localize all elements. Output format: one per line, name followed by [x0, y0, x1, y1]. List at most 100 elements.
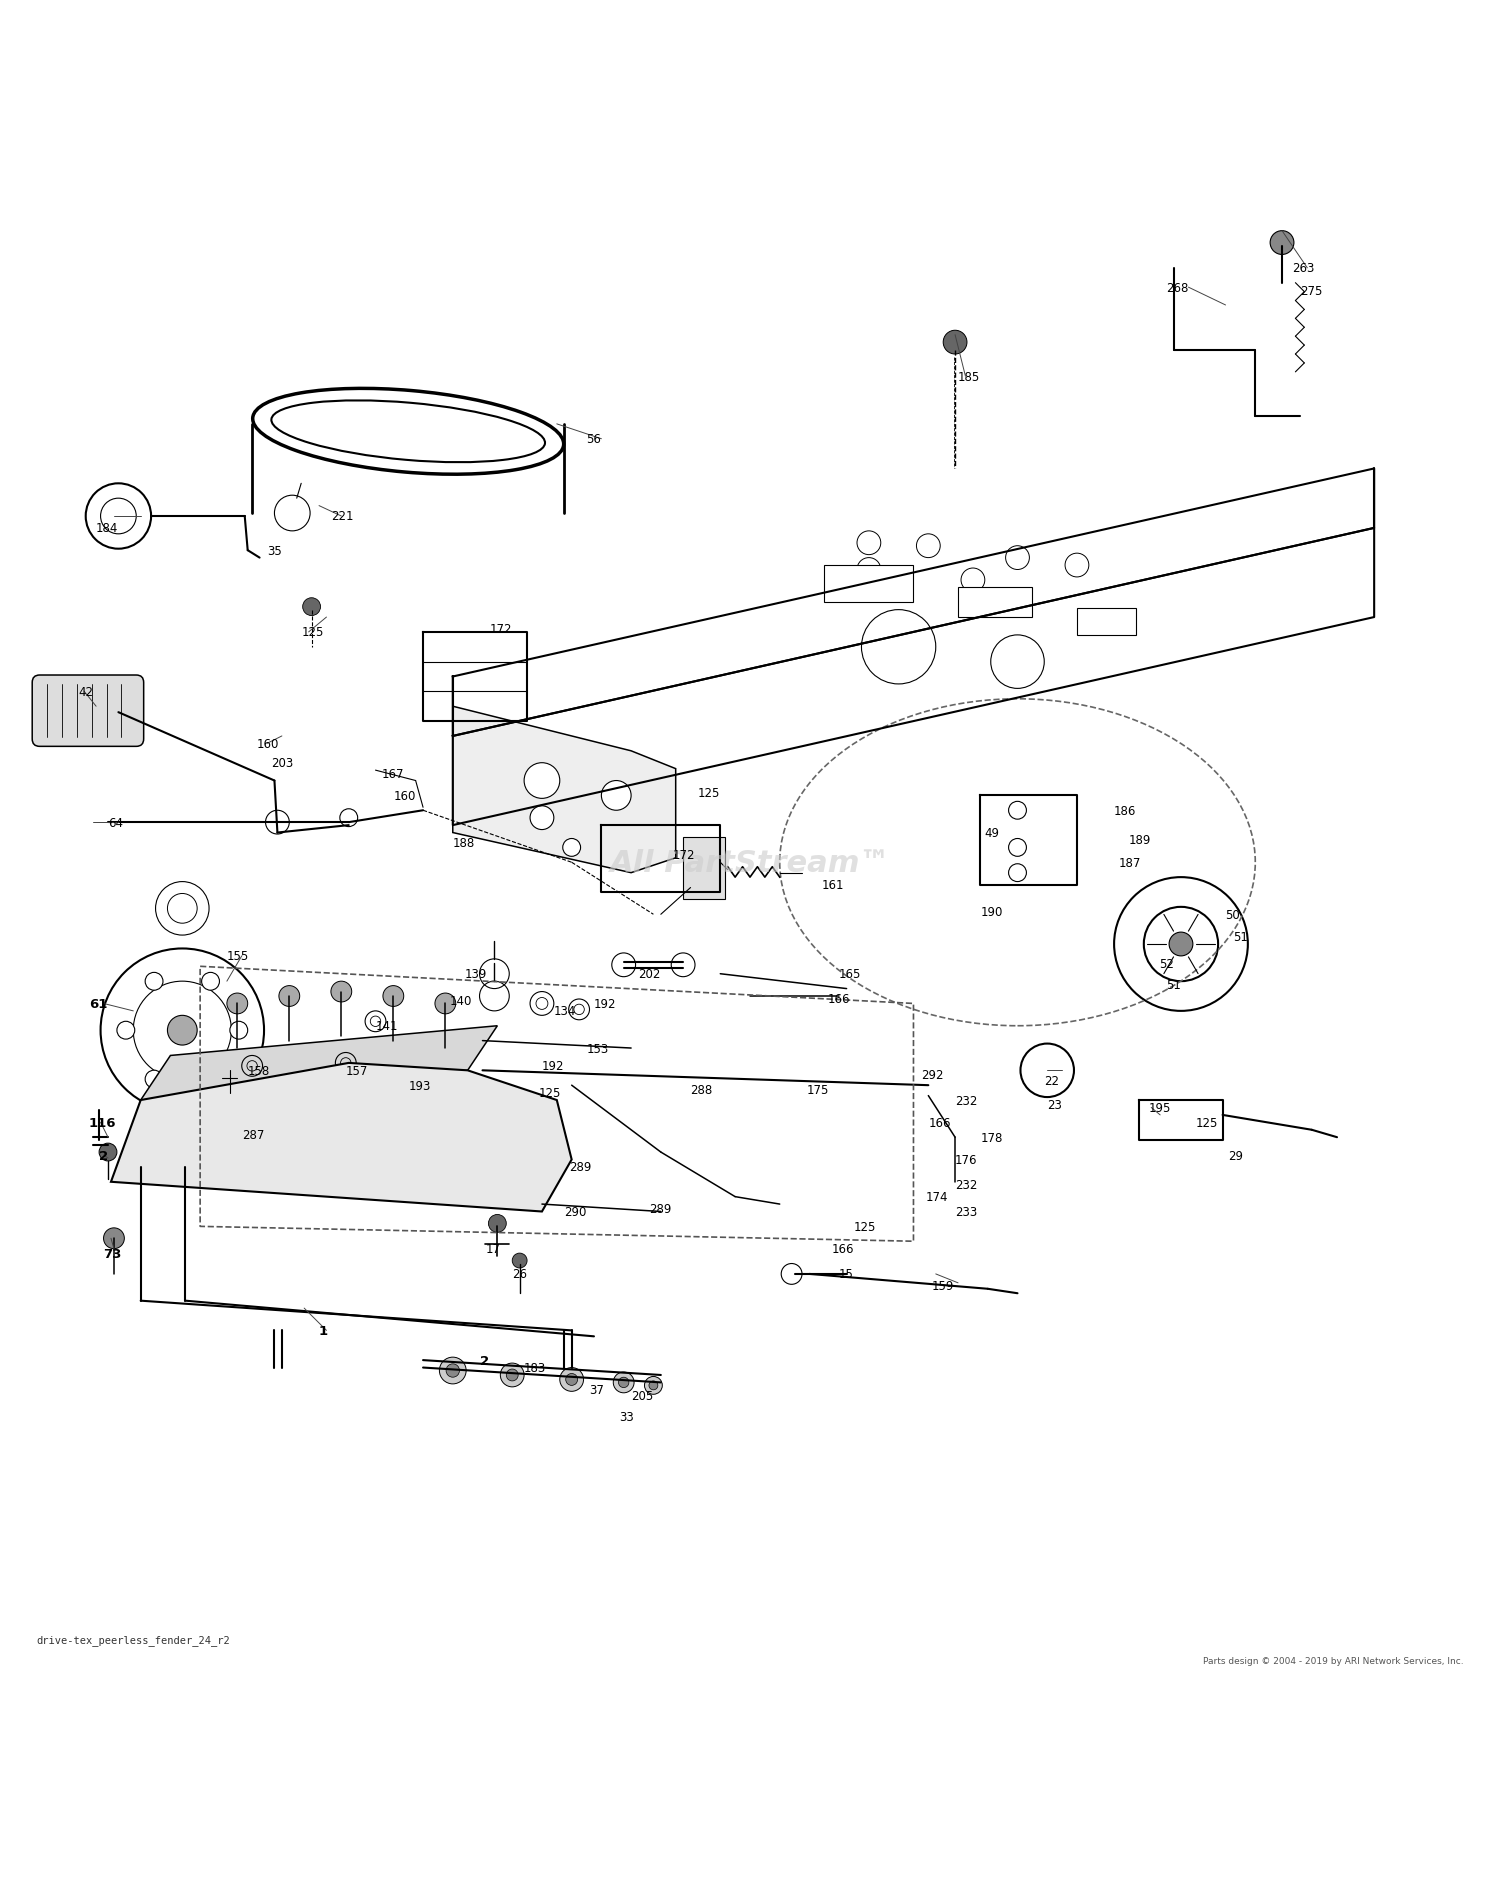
Polygon shape [453, 706, 675, 873]
Polygon shape [111, 1064, 572, 1213]
Circle shape [226, 994, 248, 1014]
Text: 288: 288 [690, 1084, 712, 1096]
Text: 289: 289 [568, 1162, 591, 1173]
Bar [1077, 608, 1137, 635]
Circle shape [562, 839, 580, 858]
Text: 172: 172 [490, 623, 513, 637]
Circle shape [512, 1254, 526, 1268]
Circle shape [962, 569, 986, 593]
Text: 203: 203 [272, 757, 294, 771]
Text: 290: 290 [564, 1205, 586, 1218]
FancyBboxPatch shape [32, 676, 144, 746]
Circle shape [1168, 933, 1192, 956]
Text: 174: 174 [926, 1190, 948, 1203]
Text: 52: 52 [1158, 958, 1173, 971]
Text: 176: 176 [956, 1154, 978, 1166]
Text: 189: 189 [1130, 835, 1152, 846]
Text: 178: 178 [981, 1132, 1002, 1145]
Circle shape [856, 559, 880, 582]
Text: 29: 29 [1228, 1149, 1244, 1162]
Bar [958, 587, 1032, 618]
Text: 139: 139 [465, 967, 488, 980]
Text: 233: 233 [956, 1205, 978, 1218]
Text: 166: 166 [928, 1116, 951, 1130]
Circle shape [990, 635, 1044, 689]
Text: 35: 35 [267, 544, 282, 557]
Text: 202: 202 [639, 967, 662, 980]
Text: 190: 190 [981, 905, 1002, 918]
Circle shape [168, 1016, 196, 1045]
Text: 184: 184 [96, 521, 118, 535]
Text: 155: 155 [226, 950, 249, 963]
Polygon shape [141, 1026, 498, 1101]
Text: 134: 134 [554, 1005, 576, 1018]
Text: 125: 125 [853, 1220, 876, 1234]
Text: 125: 125 [302, 625, 324, 638]
Text: 263: 263 [1293, 263, 1316, 276]
Text: 15: 15 [839, 1268, 854, 1281]
Text: 23: 23 [1047, 1098, 1062, 1111]
Text: 287: 287 [242, 1128, 264, 1141]
Text: 17: 17 [486, 1243, 501, 1256]
Text: 232: 232 [956, 1094, 978, 1107]
Circle shape [446, 1364, 459, 1377]
Text: 51: 51 [1233, 931, 1248, 944]
Circle shape [861, 610, 936, 684]
Circle shape [117, 1022, 135, 1039]
Text: 166: 166 [828, 994, 850, 1007]
Circle shape [566, 1373, 578, 1387]
Text: 268: 268 [1166, 281, 1188, 295]
Circle shape [382, 986, 404, 1007]
Text: 140: 140 [450, 994, 472, 1007]
Text: 116: 116 [88, 1116, 116, 1130]
Circle shape [856, 531, 880, 555]
Text: 2: 2 [99, 1149, 108, 1162]
Text: 159: 159 [932, 1279, 954, 1292]
Circle shape [1065, 553, 1089, 578]
Text: 2: 2 [480, 1354, 489, 1368]
Text: 186: 186 [1114, 805, 1137, 818]
Text: 158: 158 [248, 1064, 270, 1077]
Circle shape [99, 1143, 117, 1162]
Circle shape [618, 1377, 628, 1388]
Text: 195: 195 [1149, 1101, 1170, 1115]
Text: 42: 42 [78, 686, 93, 699]
Text: 289: 289 [650, 1203, 672, 1215]
Text: 232: 232 [956, 1179, 978, 1192]
Circle shape [560, 1368, 584, 1392]
Circle shape [530, 807, 554, 829]
Text: 141: 141 [375, 1020, 398, 1033]
Text: 125: 125 [538, 1086, 561, 1099]
Circle shape [1270, 232, 1294, 255]
Bar [825, 565, 914, 603]
Text: 192: 192 [542, 1060, 564, 1073]
Circle shape [614, 1371, 634, 1392]
Text: 292: 292 [921, 1069, 944, 1082]
Circle shape [645, 1377, 663, 1394]
Text: 61: 61 [88, 997, 106, 1011]
Circle shape [332, 982, 351, 1003]
Text: 175: 175 [807, 1084, 830, 1096]
Text: 51: 51 [1166, 979, 1180, 992]
Circle shape [602, 782, 632, 810]
Bar [682, 837, 724, 899]
Text: 165: 165 [839, 967, 861, 980]
Text: All PartStream™: All PartStream™ [609, 848, 891, 876]
Text: 172: 172 [672, 848, 694, 861]
Text: 275: 275 [1300, 285, 1322, 297]
Circle shape [507, 1370, 518, 1381]
Text: 125: 125 [1196, 1116, 1218, 1130]
Text: 192: 192 [594, 997, 616, 1011]
Text: 205: 205 [632, 1390, 654, 1402]
Circle shape [201, 973, 219, 990]
Circle shape [146, 973, 164, 990]
Circle shape [230, 1022, 248, 1039]
Text: 73: 73 [104, 1247, 122, 1260]
Text: 64: 64 [108, 816, 123, 829]
Text: 166: 166 [831, 1243, 854, 1256]
Circle shape [489, 1215, 507, 1234]
Circle shape [1005, 546, 1029, 570]
Text: 56: 56 [586, 433, 602, 446]
Text: 188: 188 [453, 837, 476, 850]
Circle shape [440, 1358, 466, 1385]
